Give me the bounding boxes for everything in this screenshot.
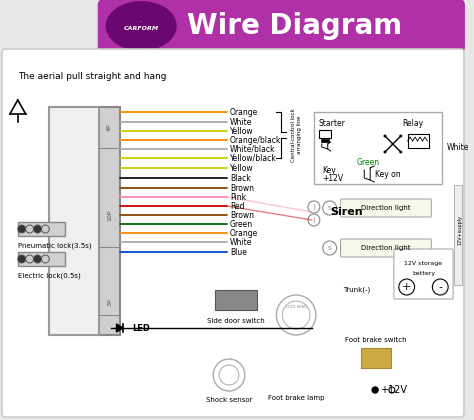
Text: ): ) bbox=[312, 217, 315, 223]
Circle shape bbox=[383, 150, 386, 153]
Text: Direction light: Direction light bbox=[361, 205, 410, 211]
Ellipse shape bbox=[106, 1, 177, 51]
Circle shape bbox=[26, 225, 34, 233]
Text: Orange/black: Orange/black bbox=[230, 136, 282, 144]
Text: S: S bbox=[328, 246, 332, 250]
Text: ): ) bbox=[312, 204, 315, 210]
FancyBboxPatch shape bbox=[98, 0, 465, 53]
Bar bbox=[314, 112, 442, 184]
Circle shape bbox=[34, 225, 41, 233]
Circle shape bbox=[26, 255, 34, 263]
Bar bbox=[454, 185, 462, 285]
Text: Foot brake switch: Foot brake switch bbox=[345, 337, 407, 343]
Bar bbox=[321, 139, 328, 142]
Text: Green: Green bbox=[230, 220, 253, 228]
Text: 3P: 3P bbox=[107, 298, 112, 306]
Text: Brown: Brown bbox=[230, 210, 254, 220]
Circle shape bbox=[41, 255, 49, 263]
Text: Central-control lock
arranging line: Central-control lock arranging line bbox=[291, 108, 301, 162]
Text: Wire Diagram: Wire Diagram bbox=[187, 12, 402, 40]
Text: White: White bbox=[230, 237, 252, 247]
Circle shape bbox=[41, 225, 49, 233]
Text: +12V: +12V bbox=[380, 385, 407, 395]
Text: Side door switch: Side door switch bbox=[207, 318, 265, 324]
FancyBboxPatch shape bbox=[394, 249, 453, 299]
Text: CARFORM: CARFORM bbox=[124, 26, 159, 31]
Text: Siren: Siren bbox=[331, 207, 363, 217]
Circle shape bbox=[399, 150, 402, 153]
Text: Starter: Starter bbox=[318, 119, 345, 128]
Circle shape bbox=[383, 134, 386, 137]
Text: Shock sensor: Shock sensor bbox=[206, 397, 252, 403]
Text: LOCK HEAD: LOCK HEAD bbox=[286, 305, 307, 309]
Text: battery: battery bbox=[412, 270, 435, 276]
Text: Trunk(-): Trunk(-) bbox=[344, 287, 371, 293]
Text: Yellow: Yellow bbox=[230, 126, 254, 136]
Text: Green: Green bbox=[356, 158, 380, 166]
Text: Electric lock(0.5s): Electric lock(0.5s) bbox=[18, 272, 81, 278]
Bar bbox=[408, 134, 429, 148]
Circle shape bbox=[18, 255, 26, 263]
Circle shape bbox=[18, 225, 26, 233]
Text: White/black: White/black bbox=[230, 144, 275, 153]
Bar bbox=[361, 348, 391, 368]
Text: Direction light: Direction light bbox=[361, 245, 410, 251]
Text: Pink: Pink bbox=[230, 192, 246, 202]
Circle shape bbox=[399, 134, 402, 137]
Bar bbox=[18, 222, 65, 236]
Bar bbox=[215, 290, 256, 310]
FancyBboxPatch shape bbox=[340, 239, 431, 257]
Bar bbox=[319, 130, 331, 138]
Text: Orange: Orange bbox=[230, 108, 258, 116]
Text: White: White bbox=[447, 142, 470, 152]
Text: Yellow/black: Yellow/black bbox=[230, 153, 277, 163]
Text: Blue: Blue bbox=[230, 247, 247, 257]
Bar bbox=[49, 107, 99, 335]
FancyBboxPatch shape bbox=[2, 49, 464, 417]
Text: +12V: +12V bbox=[322, 173, 343, 183]
Text: 10P: 10P bbox=[107, 209, 112, 220]
Text: +: + bbox=[402, 282, 411, 292]
Text: Key: Key bbox=[322, 165, 336, 174]
FancyBboxPatch shape bbox=[340, 199, 431, 217]
Text: Key on: Key on bbox=[375, 170, 401, 178]
Text: Black: Black bbox=[230, 173, 251, 183]
Text: Relay: Relay bbox=[402, 119, 423, 128]
Bar bbox=[99, 107, 120, 335]
Circle shape bbox=[372, 387, 378, 393]
Text: -: - bbox=[438, 282, 442, 292]
Text: Pneumatic lock(3.5s): Pneumatic lock(3.5s) bbox=[18, 242, 91, 249]
Text: Red: Red bbox=[230, 202, 245, 210]
Text: 4P: 4P bbox=[107, 123, 112, 131]
Text: 12V storage: 12V storage bbox=[404, 260, 443, 265]
Polygon shape bbox=[117, 324, 123, 332]
Text: Yellow: Yellow bbox=[230, 163, 254, 173]
Text: Foot brake lamp: Foot brake lamp bbox=[268, 395, 324, 401]
Text: LED: LED bbox=[132, 323, 150, 333]
Text: Orange: Orange bbox=[230, 228, 258, 237]
Text: 12V+supply: 12V+supply bbox=[457, 215, 463, 245]
Bar bbox=[18, 252, 65, 266]
Text: The aerial pull straight and hang: The aerial pull straight and hang bbox=[18, 72, 166, 81]
Text: White: White bbox=[230, 118, 252, 126]
Text: –: – bbox=[140, 19, 142, 23]
Circle shape bbox=[34, 255, 41, 263]
Text: S: S bbox=[328, 205, 332, 210]
Text: Brown: Brown bbox=[230, 184, 254, 192]
